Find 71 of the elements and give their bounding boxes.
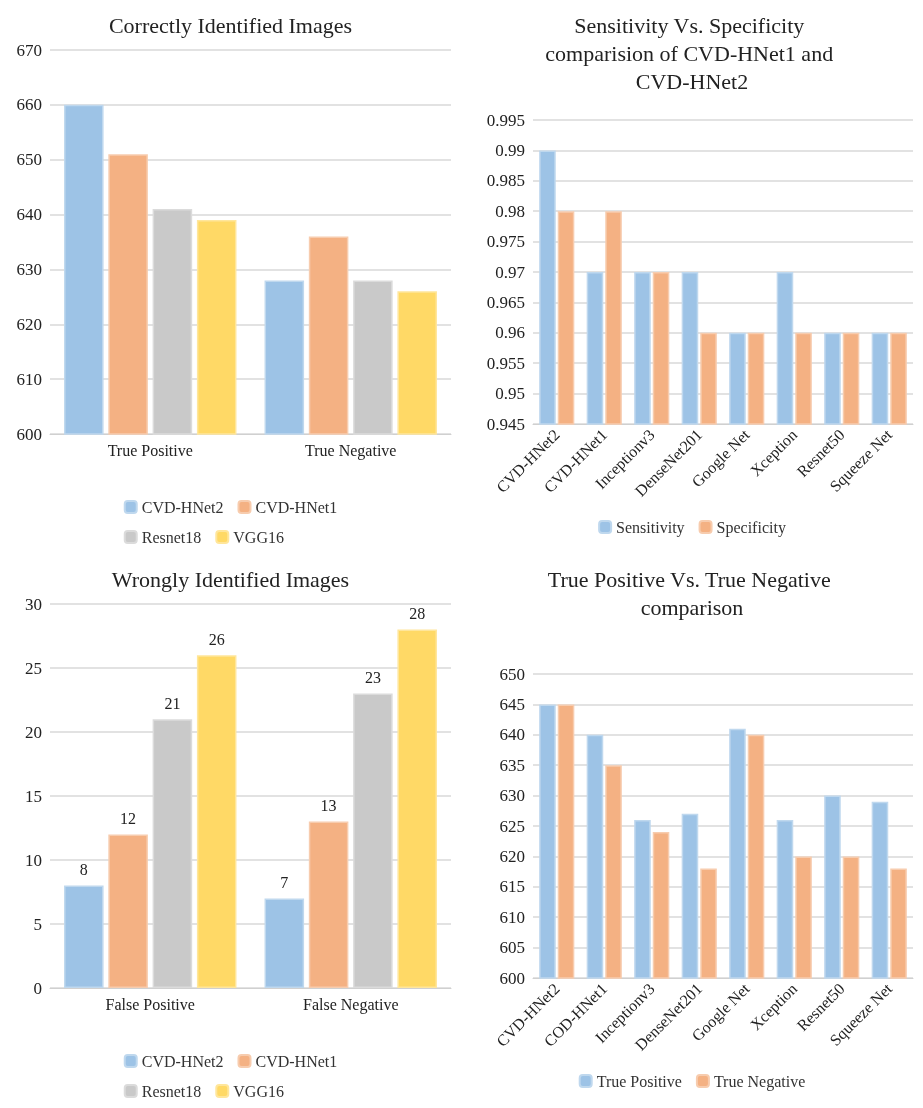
y-tick-label: 30 [25,594,42,614]
y-tick-label: 625 [499,816,525,836]
y-tick-label: 15 [25,786,42,806]
y-tick-label: 635 [499,755,525,775]
legend-label: True Negative [713,1072,806,1091]
x-tick-label: False Negative [302,995,399,1014]
y-tick-label: 20 [25,722,42,742]
y-tick-label: 620 [16,314,42,334]
legend-label: CVD-HNet1 [255,498,338,516]
y-tick-label: 610 [16,369,42,389]
bar [397,629,437,988]
data-label: 8 [79,861,88,879]
legend-label: VGG16 [233,1082,284,1100]
legend-label: Sensitivity [616,518,685,537]
data-label: 23 [364,669,381,687]
y-tick-label: 0 [33,978,42,998]
x-tick-label: True Negative [305,441,397,460]
y-tick-label: 0.97 [495,262,526,282]
y-tick-label: 660 [16,95,42,115]
x-tick-label: True Positive [107,441,193,459]
y-tick-label: 25 [25,658,42,678]
legend-label: VGG16 [233,528,284,546]
data-label: 7 [280,873,289,891]
y-tick-label: 645 [499,694,525,714]
y-tick-label: 670 [16,40,42,60]
data-label: 13 [320,797,337,815]
y-tick-label: 650 [499,664,525,684]
chart-title: True Positive Vs. True Negative comparison [547,566,837,620]
y-tick-label: 0.98 [495,201,525,221]
y-tick-label: 0.985 [486,171,525,191]
y-tick-label: 640 [499,725,525,745]
legend-label: Specificity [716,518,786,537]
y-tick-label: 615 [499,877,525,897]
y-tick-label: 0.965 [486,292,525,312]
legend-label: CVD-HNet1 [255,1052,338,1070]
data-label: 28 [409,605,426,623]
bar [196,655,237,988]
y-tick-label: 0.955 [486,353,525,373]
y-tick-label: 0.975 [486,232,525,252]
data-label: 12 [120,809,137,827]
y-tick-label: 5 [33,914,42,934]
y-tick-label: 0.995 [486,110,525,130]
y-tick-label: 610 [499,907,525,927]
chart-title: Correctly Identified Images [108,12,353,38]
legend-label: Resnet18 [141,528,202,546]
x-tick-label: False Positive [105,995,195,1013]
y-tick-label: 640 [16,205,42,225]
y-tick-label: 650 [16,150,42,170]
chart-title: Wrongly Identified Images [111,566,350,592]
bar [108,834,148,988]
legend-label: CVD-HNet2 [141,1052,224,1070]
y-tick-label: 605 [499,938,525,958]
chart-title: Sensitivity Vs. Specificity comparision of CVD-HNet1 and CVD-HNet2 [545,12,839,94]
y-tick-label: 630 [16,259,42,279]
data-label: 21 [164,694,181,712]
y-tick-label: 0.95 [495,384,525,404]
y-tick-label: 0.96 [495,323,525,343]
y-tick-label: 10 [25,850,42,870]
legend-label: CVD-HNet2 [141,498,224,516]
bar [308,821,349,988]
data-label: 26 [208,630,225,648]
bar [64,885,104,988]
y-tick-label: 0.99 [495,140,525,160]
bar [264,898,305,988]
y-tick-label: 600 [499,968,525,988]
legend-label: Resnet18 [141,1082,202,1100]
y-tick-label: 0.945 [486,414,525,434]
y-tick-label: 630 [499,786,525,806]
y-tick-label: 600 [16,424,42,444]
legend-label: True Positive [596,1072,682,1090]
y-tick-label: 620 [499,846,525,866]
